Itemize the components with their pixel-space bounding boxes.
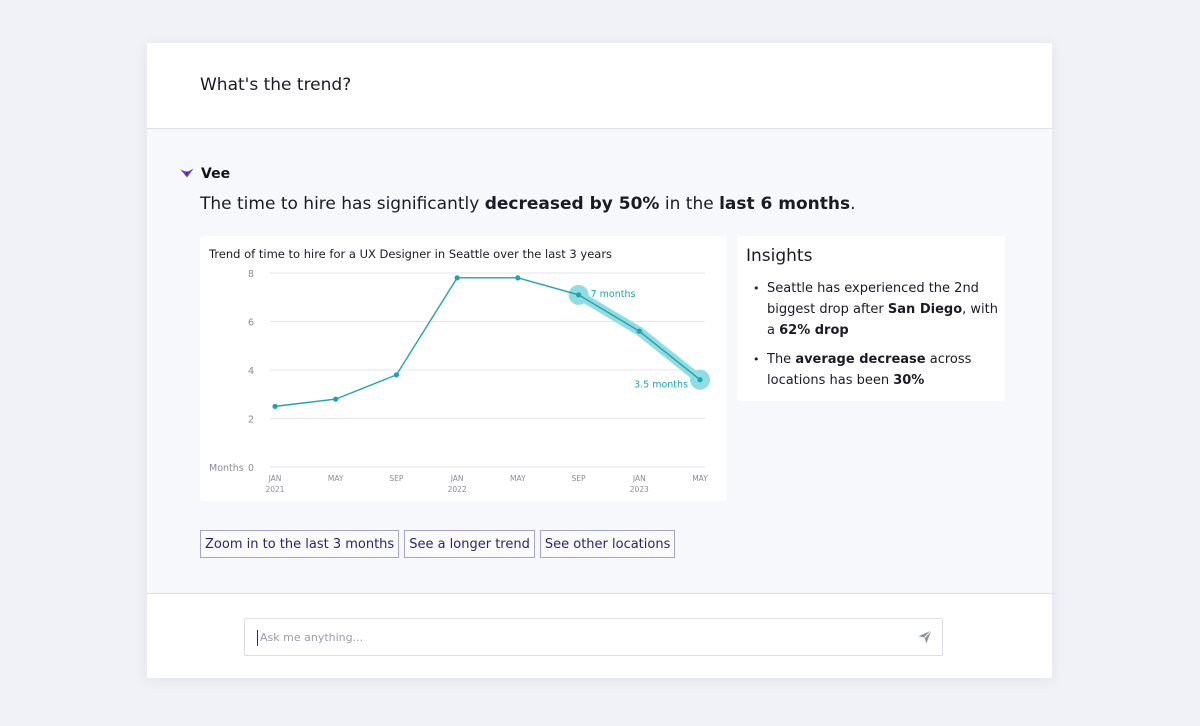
series-line xyxy=(274,277,701,408)
insight-text: across locations has been xyxy=(767,352,972,388)
x-tick-month: MAY xyxy=(328,474,344,483)
data-point xyxy=(697,377,703,383)
assistant-name: Vee xyxy=(201,166,231,182)
y-tick-label: 0 xyxy=(248,463,254,474)
x-tick-year: 2021 xyxy=(265,485,284,494)
y-tick-label: 8 xyxy=(248,269,254,280)
insight-highlight: average decrease xyxy=(795,352,926,367)
answer-text: in the xyxy=(659,194,720,214)
answer-text: . xyxy=(850,194,856,214)
x-tick-month: SEP xyxy=(572,474,586,483)
message-composer xyxy=(147,593,1052,678)
chat-card: What's the trend? Vee The time to hire h… xyxy=(147,43,1052,678)
insights-title: Insights xyxy=(746,246,813,266)
ask-box xyxy=(244,618,943,656)
annotation-label: 3.5 months xyxy=(634,380,688,391)
longer-trend-button[interactable]: See a longer trend xyxy=(404,530,535,558)
x-tick-month: JAN xyxy=(450,474,464,483)
annotation-label: 7 months xyxy=(591,289,636,300)
insight-item: • The average decrease across locations … xyxy=(753,349,999,391)
chart-title: Trend of time to hire for a UX Designer … xyxy=(209,247,613,261)
zoom-last-3-months-button[interactable]: Zoom in to the last 3 months xyxy=(200,530,400,558)
trend-chart: 0 2 4 6 8 Months JAN 2021 MAY SEP JAN 2022 MAY SEP JAN… xyxy=(209,269,710,494)
y-tick-label: 4 xyxy=(248,366,254,377)
highlight-band xyxy=(574,290,705,385)
bullet-icon: • xyxy=(753,353,760,366)
x-tick-year: 2023 xyxy=(630,485,649,494)
other-locations-button[interactable]: See other locations xyxy=(539,530,676,558)
data-point xyxy=(515,275,521,281)
x-tick-month: JAN xyxy=(268,474,282,483)
insight-highlight: San Diego xyxy=(887,302,963,317)
bullet-icon: • xyxy=(753,282,760,295)
data-point xyxy=(393,372,400,378)
trend-chart-card: Trend of time to hire for a UX Designer … xyxy=(200,236,727,501)
insight-text: The xyxy=(767,352,796,367)
insight-highlight: 30% xyxy=(893,373,925,388)
data-point xyxy=(333,396,339,402)
y-tick-label: 6 xyxy=(248,318,254,329)
insight-text: Seattle has experienced the 2nd biggest … xyxy=(767,281,979,317)
y-tick-label: 2 xyxy=(248,415,254,426)
question-text: What's the trend? xyxy=(200,75,352,95)
insight-text: , with a xyxy=(767,302,998,338)
assistant-answer: The time to hire has significantly decre… xyxy=(200,194,856,214)
data-point xyxy=(575,292,582,298)
send-icon[interactable] xyxy=(916,628,934,646)
answer-highlight: decreased by 50% xyxy=(484,194,660,214)
data-point xyxy=(454,275,460,281)
ask-input[interactable] xyxy=(260,619,880,655)
y-axis-label: Months xyxy=(209,463,244,474)
insights-panel: Insights • Seattle has experienced the 2… xyxy=(737,236,1005,401)
insight-item: • Seattle has experienced the 2nd bigges… xyxy=(753,278,999,341)
data-point xyxy=(272,403,278,409)
assistant-header: Vee xyxy=(180,165,230,183)
suggestion-buttons: Zoom in to the last 3 months See a longe… xyxy=(200,530,676,558)
x-tick-month: SEP xyxy=(389,474,403,483)
vee-logo-icon xyxy=(180,168,194,178)
answer-highlight: last 6 months xyxy=(719,194,851,214)
insight-highlight: 62% drop xyxy=(779,323,849,338)
x-tick-month: JAN xyxy=(632,474,646,483)
text-caret xyxy=(257,630,258,646)
user-question: What's the trend? xyxy=(147,43,1052,129)
x-tick-month: MAY xyxy=(510,474,526,483)
answer-text: The time to hire has significantly xyxy=(200,194,485,214)
x-tick-month: MAY xyxy=(692,474,708,483)
data-point xyxy=(636,328,642,334)
x-tick-year: 2022 xyxy=(448,485,467,494)
